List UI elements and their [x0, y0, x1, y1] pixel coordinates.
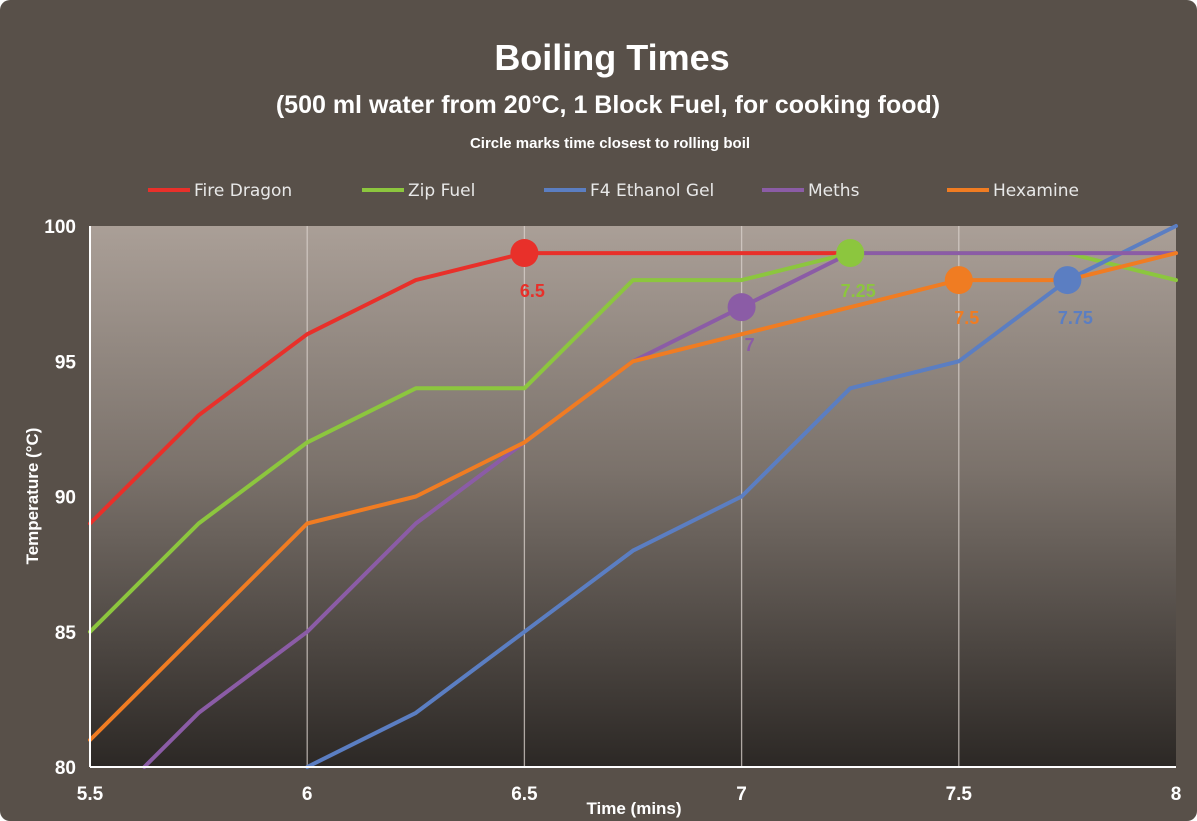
plot-area	[90, 226, 1176, 767]
axes: 5.5 6 6.5 7 7.5 8 80 85 90 95 100	[44, 217, 1181, 805]
legend-label: Fire Dragon	[194, 181, 292, 201]
boil-marker-circle	[944, 266, 973, 295]
series-lines	[88, 224, 1178, 769]
legend: Fire Dragon Zip Fuel F4 Ethanol Gel Meths He…	[148, 181, 1079, 201]
x-tick-label: 8	[1171, 784, 1182, 805]
boil-marker-circle	[727, 293, 756, 322]
boil-marker-label: 7.25	[841, 281, 876, 301]
boil-marker-circle	[1053, 266, 1082, 295]
y-tick-label: 95	[55, 352, 77, 373]
x-tick-label: 5.5	[77, 784, 104, 805]
boil-markers: 6.5 7.25 7.75 7 7.5	[510, 239, 1093, 355]
boil-marker-circle	[510, 239, 539, 268]
y-tick-label: 80	[55, 758, 76, 779]
x-tick-label: 7.5	[946, 784, 973, 805]
y-tick-label: 85	[55, 623, 77, 644]
series-line-fire-dragon	[88, 251, 853, 526]
boil-marker-circle	[836, 239, 865, 268]
x-tick-label: 7	[736, 784, 747, 805]
y-tick-label: 90	[55, 488, 76, 509]
series-line-hexamine	[88, 251, 1178, 742]
y-axis-label: Temperature (°C)	[23, 428, 42, 565]
legend-label: Zip Fuel	[408, 181, 475, 201]
series-line-f4-ethanol-gel	[305, 224, 1178, 769]
y-tick-label: 100	[44, 217, 76, 238]
x-tick-label: 6.5	[511, 784, 538, 805]
legend-label: Meths	[808, 181, 860, 201]
boil-marker-label: 7.75	[1058, 308, 1093, 328]
chart-note: Circle marks time closest to rolling boi…	[470, 135, 750, 152]
x-tick-label: 6	[302, 784, 313, 805]
chart-subtitle: (500 ml water from 20°C, 1 Block Fuel, f…	[276, 91, 940, 119]
boil-marker-label: 7	[745, 335, 755, 355]
boil-marker-label: 7.5	[954, 308, 979, 328]
boil-marker-label: 6.5	[520, 281, 545, 301]
chart-title: Boiling Times	[494, 37, 729, 78]
legend-label: F4 Ethanol Gel	[590, 181, 714, 201]
x-axis-label: Time (mins)	[586, 799, 681, 818]
legend-label: Hexamine	[993, 181, 1079, 201]
